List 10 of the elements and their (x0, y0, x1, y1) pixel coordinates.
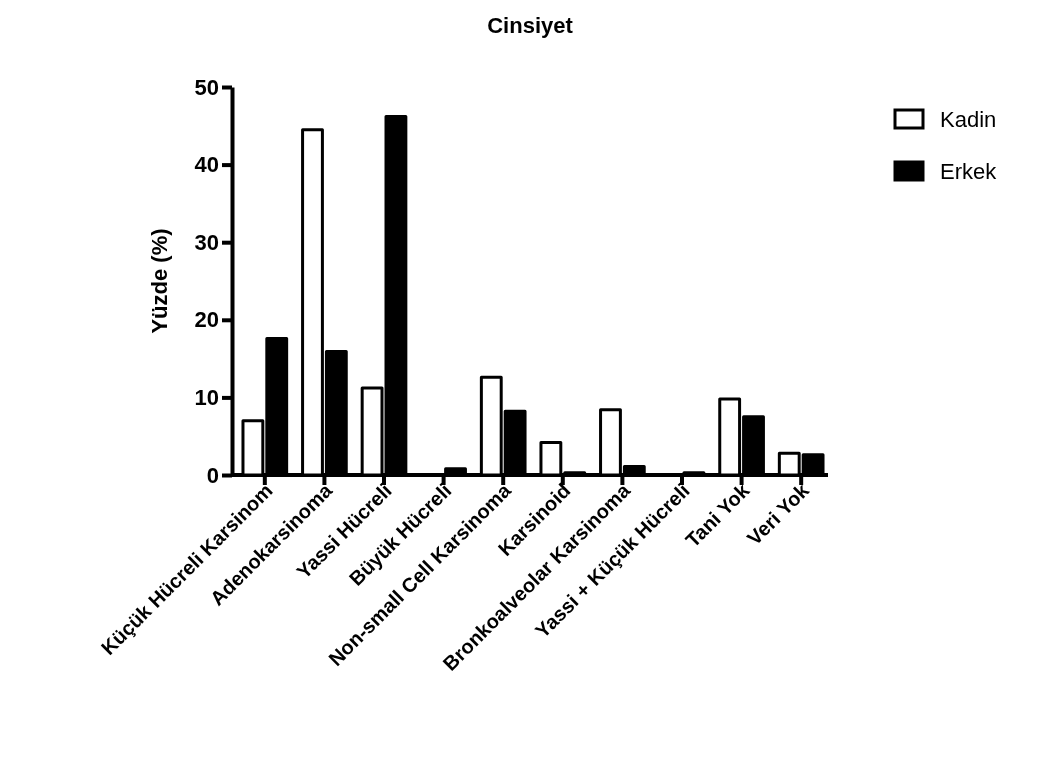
y-tick-label: 50 (194, 74, 219, 100)
chart-title: Cinsiyet (487, 13, 574, 38)
y-tick-label: 30 (194, 229, 219, 255)
legend-label: Erkek (940, 158, 998, 184)
y-tick-label: 0 (206, 462, 219, 488)
legend-label: Kadin (940, 106, 997, 132)
y-tick-label: 40 (194, 152, 219, 178)
y-tick-label: 20 (194, 307, 219, 333)
y-axis-title: Yüzde (%) (147, 228, 172, 334)
y-tick-label: 10 (194, 384, 219, 410)
